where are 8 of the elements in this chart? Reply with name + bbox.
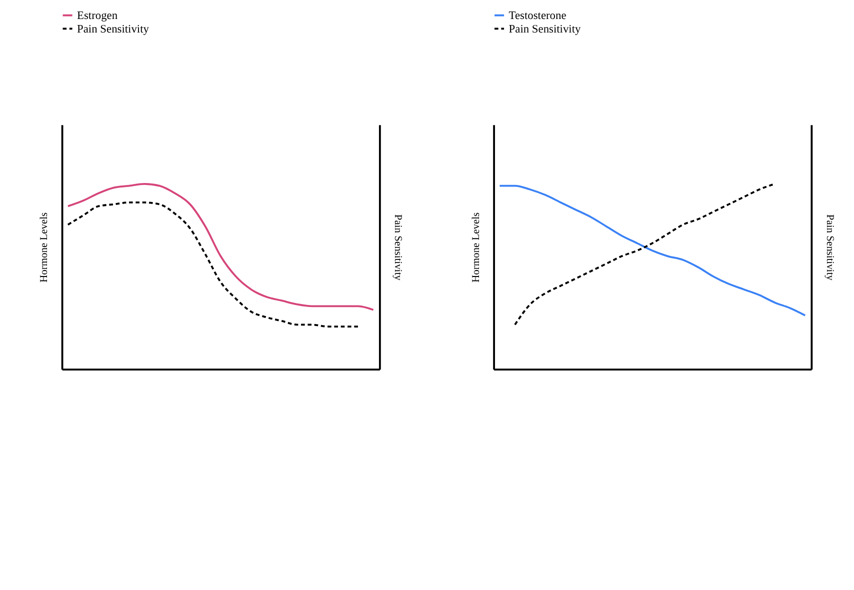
- legend-label: Pain Sensitivity: [77, 23, 150, 36]
- legend-label: Pain Sensitivity: [508, 23, 582, 36]
- y-axis-title: Hormone Levels: [39, 212, 50, 282]
- legend-label: Estrogen: [77, 10, 118, 22]
- y2-axis-title: Pain Sensitivity: [824, 214, 835, 282]
- legend-label: Testosterone: [508, 10, 566, 22]
- y2-axis-title: Pain Sensitivity: [392, 214, 404, 282]
- y-axis-title: Hormone Levels: [470, 212, 482, 282]
